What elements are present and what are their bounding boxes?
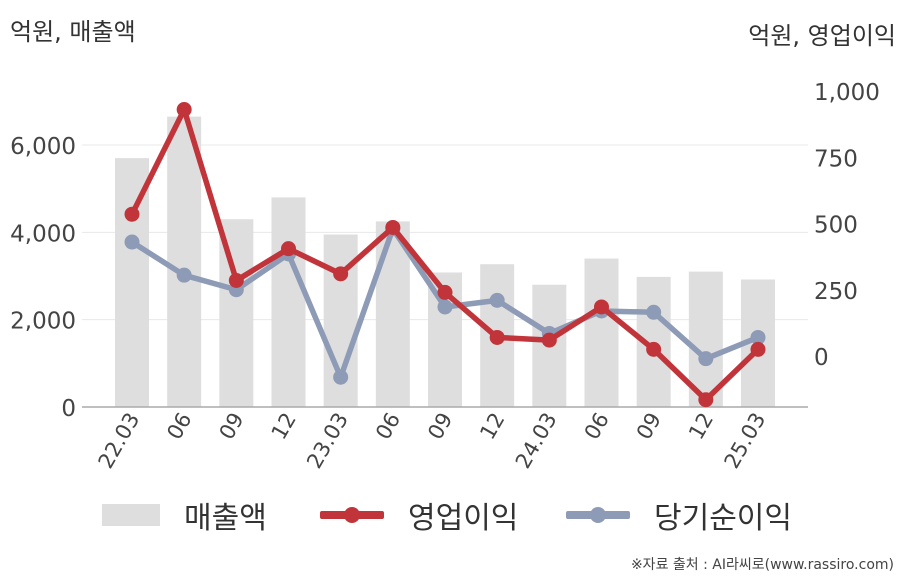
legend-item-net-income: 당기순이익	[566, 490, 792, 540]
right-tick-label-0: 0	[814, 345, 829, 371]
point-net-income-11	[698, 351, 714, 367]
x-tick-label-11: 12	[684, 409, 718, 444]
x-tick-label-7: 12	[475, 408, 509, 443]
point-operating-profit-6	[437, 284, 453, 300]
x-tick-label-0: 22.03	[93, 409, 144, 473]
bar-revenue-3	[271, 197, 306, 407]
left-tick-label-2: 4,000	[10, 221, 76, 247]
x-tick-label-2: 09	[215, 409, 249, 444]
right-tick-label-2: 500	[814, 213, 858, 239]
x-tick-label-12: 25.03	[719, 409, 770, 473]
legend-label-net-income: 당기순이익	[654, 501, 792, 536]
legend-swatch-revenue	[102, 504, 160, 526]
point-operating-profit-11	[698, 392, 714, 408]
legend-swatch-operating-profit	[320, 504, 384, 526]
point-net-income-7	[489, 292, 505, 308]
right-axis-unit: 억원, 영업이익	[748, 22, 896, 50]
legend: 매출액 영업이익 당기순이익	[0, 490, 908, 540]
right-tick-label-4: 1,000	[814, 80, 880, 106]
legend-label-operating-profit: 영업이익	[408, 501, 519, 536]
point-net-income-12	[750, 329, 766, 345]
revenue-bars	[115, 116, 775, 407]
x-tick-label-8: 24.03	[511, 409, 562, 473]
x-tick-label-10: 09	[632, 409, 666, 444]
point-operating-profit-12	[750, 341, 766, 357]
bar-revenue-5	[375, 221, 410, 407]
bar-revenue-0	[115, 158, 149, 407]
bar-revenue-9	[584, 258, 619, 407]
x-axis-ticks: 22.03 06 09 12 23.03 06 09 12 24.03 06 09 12 25.03	[93, 408, 770, 472]
left-tick-label-3: 6,000	[10, 134, 76, 160]
point-operating-profit-8	[541, 332, 557, 348]
point-operating-profit-3	[281, 241, 296, 257]
point-operating-profit-4	[333, 266, 349, 282]
point-net-income-10	[646, 304, 662, 320]
right-tick-label-3: 750	[814, 146, 858, 172]
point-operating-profit-9	[594, 299, 609, 315]
x-tick-label-4: 23.03	[302, 409, 353, 473]
x-tick-label-9: 06	[580, 409, 614, 444]
point-net-income-4	[333, 369, 349, 385]
point-operating-profit-0	[124, 206, 140, 222]
x-tick-label-3: 12	[267, 409, 301, 444]
profit-lines	[124, 102, 766, 408]
point-net-income-6	[437, 299, 453, 315]
x-tick-label-5: 06	[371, 409, 405, 444]
right-tick-label-1: 250	[814, 279, 858, 305]
point-operating-profit-5	[385, 219, 401, 235]
x-tick-label-6: 09	[423, 409, 457, 444]
right-axis-ticks: 0 250 500 750 1,000	[814, 80, 880, 371]
legend-swatch-net-income	[566, 504, 630, 526]
legend-item-operating-profit: 영업이익	[320, 490, 518, 540]
left-axis-ticks: 0 2,000 4,000 6,000	[10, 134, 76, 422]
point-operating-profit-10	[646, 341, 662, 357]
source-note: ※자료 출처 : AI라씨로(www.rassiro.com)	[630, 557, 894, 573]
left-tick-label-1: 2,000	[10, 309, 76, 335]
combo-chart: 0 2,000 4,000 6,000 0 250 500 750 1,000 22.03 06…	[10, 80, 880, 473]
left-axis-unit: 억원, 매출액	[10, 18, 136, 46]
bar-revenue-1	[167, 116, 202, 407]
point-operating-profit-2	[228, 272, 244, 288]
point-operating-profit-1	[176, 102, 192, 118]
legend-label-revenue: 매출액	[184, 501, 267, 536]
point-net-income-1	[176, 267, 192, 283]
x-tick-label-1: 06	[162, 409, 196, 444]
point-operating-profit-7	[489, 329, 505, 345]
left-tick-label-0: 0	[61, 396, 76, 422]
bar-revenue-11	[688, 271, 723, 407]
point-net-income-0	[124, 234, 140, 250]
legend-item-revenue: 매출액	[102, 490, 267, 540]
